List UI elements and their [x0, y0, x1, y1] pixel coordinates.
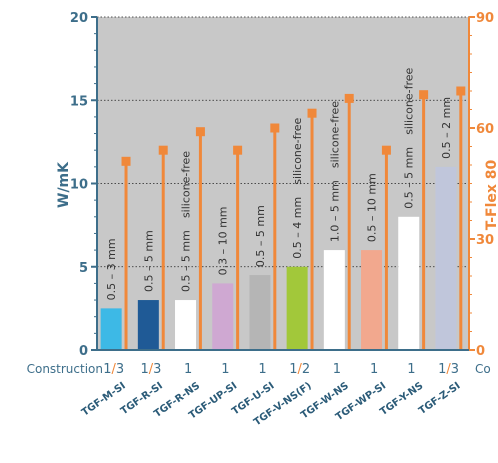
construction-value: 1 [184, 362, 192, 377]
bar-size-label: 0.5 – 5 mm [180, 230, 193, 292]
lollipop-marker [121, 156, 131, 166]
y-tick-label-left: 15 [70, 94, 88, 109]
lollipop-marker [456, 86, 466, 96]
category-label: TGF-M-SI [80, 380, 128, 418]
construction-value: 1/2 [289, 362, 310, 377]
y-tick-label-right: 60 [476, 122, 494, 137]
bar [398, 216, 420, 350]
bar [435, 166, 457, 350]
bar-size-label: 1.0 – 5 mm [328, 180, 341, 242]
bar-size-label: 0.5 – 4 mm [291, 197, 304, 259]
bar [323, 250, 345, 350]
lollipop-marker [195, 127, 205, 137]
bar-size-label: 0.5 – 5 mm [254, 205, 267, 267]
construction-value: 1/3 [103, 362, 124, 377]
lollipop-marker [233, 145, 243, 155]
bar [286, 266, 308, 350]
y-axis-title-left: W/mK [56, 161, 72, 208]
construction-right-label: Co [475, 362, 491, 376]
construction-value: 1 [407, 362, 415, 377]
y-axis-title-right: T-Flex 80 [484, 159, 498, 230]
y-tick-label-left: 5 [79, 261, 88, 276]
y-tick-label-left: 20 [70, 11, 88, 26]
construction-value: 1/3 [438, 362, 459, 377]
bar-size-label: 0.5 – 5 mm [142, 230, 155, 292]
lollipop-marker [270, 123, 280, 133]
bar [249, 275, 271, 350]
silicone-free-annotation: silicone-free [291, 117, 304, 184]
bar-size-label: 0.5 – 3 mm [105, 238, 118, 300]
construction-label: Construction [27, 362, 103, 376]
bar [100, 308, 122, 350]
bar-size-label: 0.5 – 5 mm [403, 147, 416, 209]
bar [212, 283, 234, 350]
bar [137, 300, 159, 350]
construction-value: 1 [221, 362, 229, 377]
bar-size-label: 0.5 – 2 mm [440, 97, 453, 159]
y-tick-label-right: 0 [476, 344, 485, 359]
silicone-free-annotation: silicone-free [403, 67, 416, 134]
lollipop-marker [419, 90, 429, 100]
construction-value: 1 [370, 362, 378, 377]
bar [175, 300, 197, 350]
lollipop-marker [344, 93, 354, 103]
construction-value: 1 [333, 362, 341, 377]
category-label: TGF-Z-SI [417, 380, 463, 416]
y-tick-label-right: 90 [476, 11, 494, 26]
bar [361, 250, 383, 350]
construction-value: 1 [258, 362, 266, 377]
bar-size-label: 0.5 – 10 mm [366, 173, 379, 242]
y-tick-label-right: 30 [476, 233, 494, 248]
lollipop-marker [158, 145, 168, 155]
silicone-free-annotation: silicone-free [328, 101, 341, 168]
bar-size-label: 0.3 – 10 mm [217, 206, 230, 275]
lollipop-marker [381, 145, 391, 155]
construction-value: 1/3 [140, 362, 161, 377]
silicone-free-annotation: silicone-free [180, 151, 193, 218]
lollipop-marker [307, 108, 317, 118]
y-tick-label-left: 0 [79, 344, 88, 359]
y-tick-label-left: 10 [70, 178, 88, 193]
